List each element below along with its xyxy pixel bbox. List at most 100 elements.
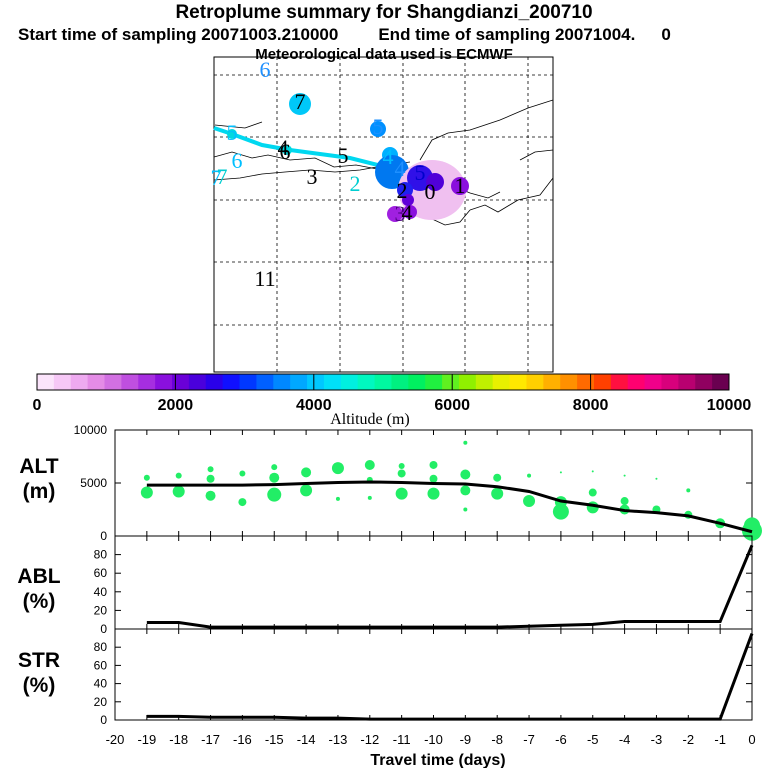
alt-scatter-point xyxy=(527,473,532,478)
alt-scatter-point xyxy=(559,471,562,474)
colorbar-swatch xyxy=(205,374,224,390)
map-gridlines xyxy=(214,57,553,372)
day-label: 2 xyxy=(350,171,361,196)
y-tick-label: 5000 xyxy=(80,476,107,490)
alt-label-line2: (m) xyxy=(22,480,56,503)
colorbar-swatch xyxy=(610,374,629,390)
colorbar-swatch xyxy=(695,374,713,390)
alt-scatter-point xyxy=(460,485,471,496)
y-tick-label: 20 xyxy=(94,695,108,709)
colorbar-swatch xyxy=(172,374,190,390)
colorbar-swatch xyxy=(577,374,595,390)
abl-axis-label: ABL (%) xyxy=(4,564,74,614)
day-label: 3 xyxy=(395,201,406,226)
plume-cluster xyxy=(403,205,417,219)
plume-cluster xyxy=(370,121,386,137)
alt-scatter-point xyxy=(623,474,626,477)
colorbar-swatch xyxy=(138,374,156,390)
colorbar-swatch xyxy=(87,374,106,390)
x-tick-label: -13 xyxy=(329,732,348,747)
colorbar-swatch xyxy=(323,374,342,390)
colorbar-swatch xyxy=(340,374,359,390)
abl-label-line2: (%) xyxy=(22,590,56,613)
alt-scatter-point xyxy=(398,463,405,470)
day-label: 7 xyxy=(295,89,306,114)
alt-scatter-point xyxy=(331,462,344,475)
alt-scatter-point xyxy=(460,469,471,480)
y-tick-label: 40 xyxy=(94,585,108,599)
colorbar-swatch xyxy=(256,374,274,390)
alt-scatter-point xyxy=(523,495,536,508)
alt-scatter-point xyxy=(591,470,594,473)
colorbar-swatch xyxy=(661,374,679,390)
colorbar-swatch xyxy=(526,374,544,390)
x-tick-label: -10 xyxy=(424,732,443,747)
alt-scatter-point xyxy=(267,487,282,502)
x-tick-label: -1 xyxy=(714,732,726,747)
day-label: 1 xyxy=(455,173,466,198)
x-axis-label: Travel time (days) xyxy=(370,752,505,768)
sampling-times: Start time of sampling 20071003.210000 En… xyxy=(18,25,671,45)
day-label: 5 xyxy=(338,143,349,168)
day-label: 2 xyxy=(397,178,408,203)
colorbar-swatch xyxy=(391,374,409,390)
alt-scatter-point xyxy=(301,467,312,478)
y-tick-label: 80 xyxy=(94,640,108,654)
alt-scatter-point xyxy=(175,472,182,479)
alt-scatter-point xyxy=(207,466,214,473)
colorbar-swatch xyxy=(53,374,72,390)
colorbar-swatch xyxy=(543,374,561,390)
y-tick-label: 10000 xyxy=(74,423,108,437)
x-tick-label: -3 xyxy=(651,732,663,747)
alt-scatter-point xyxy=(140,486,153,499)
alt-scatter-point xyxy=(206,474,215,483)
colorbar-swatch xyxy=(442,374,460,390)
x-tick-label: 0 xyxy=(748,732,755,747)
alt-scatter-point xyxy=(491,487,504,500)
alt-scatter-point xyxy=(427,487,440,500)
plume-cluster xyxy=(451,177,469,195)
alt-scatter-point xyxy=(335,496,340,501)
colorbar-swatch xyxy=(475,374,494,390)
alt-scatter-point xyxy=(552,503,569,520)
colorbar-swatch xyxy=(644,374,662,390)
chart-title: Retroplume summary for Shangdianzi_20071… xyxy=(175,2,593,23)
y-tick-label: 40 xyxy=(94,677,108,691)
map-frame xyxy=(213,56,554,373)
colorbar-tick-label: 0 xyxy=(33,397,42,414)
x-tick-label: -5 xyxy=(587,732,599,747)
alt-scatter-point xyxy=(364,459,375,470)
colorbar-swatch xyxy=(357,374,376,390)
end-time-suffix: 0 xyxy=(661,25,671,44)
alt-scatter-point xyxy=(300,484,313,497)
alt-scatter-point xyxy=(271,464,278,471)
x-tick-label: -16 xyxy=(233,732,252,747)
colorbar-swatch xyxy=(509,374,527,390)
colorbar-swatch xyxy=(374,374,392,390)
x-tick-label: -6 xyxy=(555,732,567,747)
day-label: 7 xyxy=(217,164,228,189)
x-tick-label: -8 xyxy=(491,732,503,747)
x-tick-label: -12 xyxy=(360,732,379,747)
alt-scatter-point xyxy=(269,472,280,483)
alt-scatter-point xyxy=(239,470,246,477)
alt-scatter-point xyxy=(397,469,406,478)
plume-cluster xyxy=(402,194,414,206)
day-label: 7 xyxy=(211,165,222,190)
alt-scatter-point xyxy=(395,487,408,500)
day-label: 11 xyxy=(254,266,275,291)
alt-scatter-point xyxy=(172,485,185,498)
x-tick-label: -7 xyxy=(523,732,535,747)
alt-scatter-point xyxy=(238,498,247,507)
alt-scatter-point xyxy=(620,497,629,506)
day-label: 5 xyxy=(227,120,238,145)
str-label-line2: (%) xyxy=(22,674,56,697)
x-tick-label: -4 xyxy=(619,732,631,747)
colorbar-ticks: 0 2000 4000 6000 8000 10000 xyxy=(33,397,752,414)
alt-axis-label: ALT (m) xyxy=(4,454,74,504)
x-tick-label: -14 xyxy=(297,732,316,747)
x-tick-label: -2 xyxy=(683,732,695,747)
